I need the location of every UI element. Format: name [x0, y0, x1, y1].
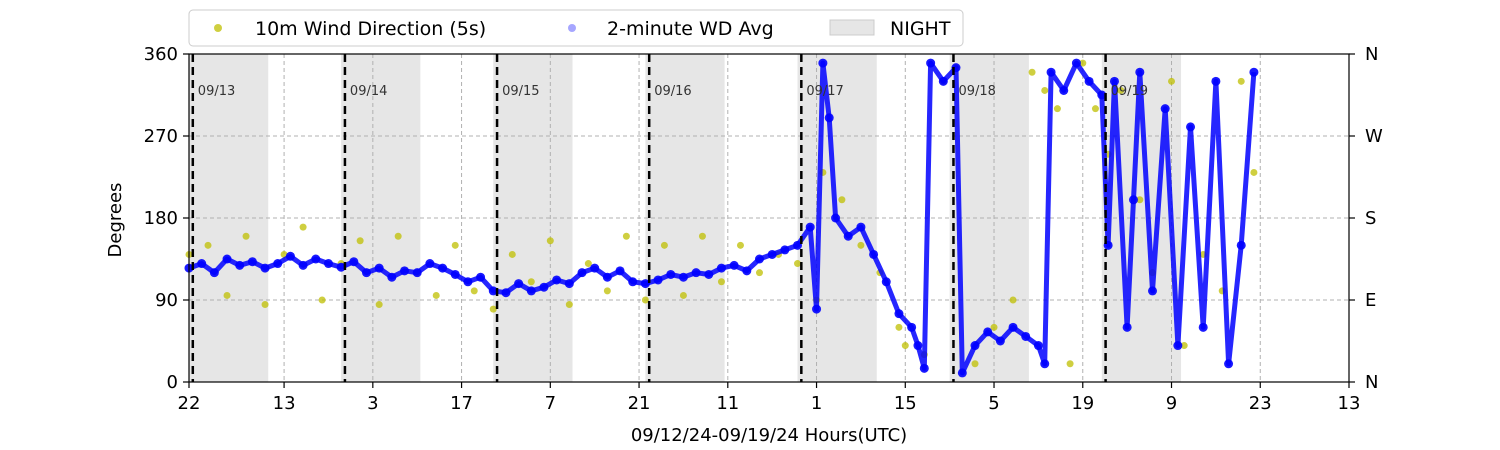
- day-marker-label: 09/18: [958, 84, 995, 99]
- wind-direction-point: [736, 241, 744, 249]
- y-tick-label: 360: [144, 44, 178, 65]
- wind-direction-point: [1041, 86, 1049, 94]
- wind-direction-point: [223, 291, 231, 299]
- x-tick-label: 22: [178, 393, 201, 414]
- wind-direction-point: [299, 223, 307, 231]
- day-marker-label: 09/14: [350, 84, 387, 99]
- wind-direction-point: [895, 323, 903, 331]
- wind-direction-point: [1237, 77, 1245, 85]
- legend-box: [188, 9, 964, 47]
- wind-direction-point: [971, 360, 979, 368]
- wind-direction-point: [242, 232, 250, 240]
- wind-direction-point: [622, 232, 630, 240]
- wind-direction-point: [356, 237, 364, 245]
- wind-direction-point: [1091, 105, 1099, 113]
- day-marker-label: 09/17: [806, 84, 843, 99]
- legend-marker: [568, 24, 576, 32]
- wind-direction-point: [565, 301, 573, 309]
- y-tick-label: 180: [144, 208, 178, 229]
- wind-direction-point: [1117, 86, 1125, 94]
- day-markers: 09/13 09/14 09/15 09/16 09/17 09/18 09/19: [191, 54, 1148, 382]
- wind-direction-point: [1009, 296, 1017, 304]
- wind-direction-point: [717, 278, 725, 286]
- wind-direction-point: [1028, 68, 1036, 76]
- x-tick-label: 9: [1166, 393, 1177, 414]
- legend-marker: [214, 24, 222, 32]
- wind-direction-point: [794, 260, 802, 268]
- wind-direction-point: [1250, 168, 1258, 176]
- legend-night-swatch: [829, 19, 875, 36]
- y-tick-label: 90: [155, 290, 178, 311]
- legend-label: 10m Wind Direction (5s): [255, 18, 486, 40]
- wind-direction-point: [261, 301, 269, 309]
- x-tick-label: 7: [545, 393, 556, 414]
- wind-direction-point: [755, 269, 763, 277]
- day-marker-label: 09/15: [502, 84, 539, 99]
- wind-direction-point: [527, 278, 535, 286]
- wind-direction-point: [489, 305, 497, 313]
- x-tick-label: 1: [811, 393, 822, 414]
- y-right-tick-label: E: [1365, 290, 1376, 311]
- wind-direction-point: [838, 196, 846, 204]
- day-marker-label: 09/19: [1111, 84, 1148, 99]
- x-tick-label: 11: [716, 393, 739, 414]
- wind-direction-point: [204, 241, 212, 249]
- wind-direction-point: [990, 323, 998, 331]
- y-right-tick-label: S: [1365, 208, 1376, 229]
- wind-direction-point: [1180, 342, 1188, 350]
- wind-direction-point: [1168, 77, 1176, 85]
- y-tick-label: 0: [167, 372, 178, 393]
- night-band: [189, 54, 269, 382]
- day-marker-label: 09/16: [654, 84, 691, 99]
- y-tick-label: 270: [144, 126, 178, 147]
- day-marker-label: 09/13: [198, 84, 235, 99]
- night-band: [645, 54, 725, 382]
- wind-direction-point: [1066, 360, 1074, 368]
- wind-direction-point: [451, 241, 459, 249]
- wind-direction-point: [1136, 196, 1144, 204]
- y-right-tick-label: W: [1365, 126, 1383, 147]
- wind-direction-point: [375, 301, 383, 309]
- x-tick-label: 5: [988, 393, 999, 414]
- wind-direction-point: [546, 237, 554, 245]
- x-tick-label: 13: [1338, 393, 1361, 414]
- wind-direction-point: [698, 232, 706, 240]
- scatter-series: [184, 58, 1259, 378]
- wind-direction-point: [1079, 59, 1087, 67]
- wind-direction-point: [679, 291, 687, 299]
- wind-direction-point: [603, 287, 611, 295]
- x-tick-label: 23: [1249, 393, 1272, 414]
- legend-label: NIGHT: [890, 18, 951, 40]
- y-right-tick-label: N: [1365, 44, 1378, 65]
- x-tick-label: 21: [628, 393, 651, 414]
- y-axis-label: Degrees: [105, 183, 126, 258]
- x-axis-label: 09/12/24-09/19/24 Hours(UTC): [631, 425, 907, 446]
- x-tick-label: 17: [450, 393, 473, 414]
- wind-direction-point: [508, 250, 516, 258]
- legend-label: 2-minute WD Avg: [607, 18, 774, 40]
- wind-direction-point: [318, 296, 326, 304]
- x-tick-label: 3: [367, 393, 378, 414]
- x-tick-label: 15: [894, 393, 917, 414]
- wind-direction-point: [470, 287, 478, 295]
- wind-direction-point: [584, 260, 592, 268]
- wind-direction-point: [857, 241, 865, 249]
- wind-direction-point: [641, 296, 649, 304]
- wind-direction-point: [432, 291, 440, 299]
- wind-direction-point: [660, 241, 668, 249]
- y-right-tick-label: N: [1365, 372, 1378, 393]
- wind-direction-point: [394, 232, 402, 240]
- wd-avg-trace: [188, 60, 1257, 376]
- legend: 10m Wind Direction (5s) 2-minute WD Avg NI…: [188, 9, 964, 47]
- wind-direction-point: [901, 342, 909, 350]
- wind-direction-point: [1053, 105, 1061, 113]
- x-tick-label: 13: [273, 393, 296, 414]
- x-tick-label: 19: [1071, 393, 1094, 414]
